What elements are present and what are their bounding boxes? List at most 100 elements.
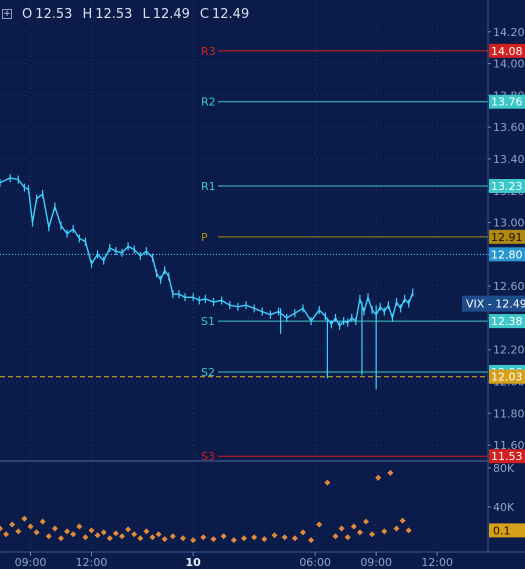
volume-marker bbox=[131, 531, 138, 538]
ohlc-legend: + O 12.53 H 12.53 L 12.49 C 12.49 bbox=[2, 4, 249, 24]
volume-panel bbox=[0, 469, 412, 544]
pivot-price-box bbox=[489, 314, 525, 329]
volume-marker bbox=[393, 525, 400, 532]
pivot-name-p: P bbox=[201, 231, 208, 244]
volume-marker bbox=[281, 534, 288, 541]
volume-marker bbox=[33, 529, 40, 536]
volume-marker bbox=[299, 529, 306, 536]
volume-marker bbox=[88, 527, 95, 534]
volume-marker bbox=[230, 537, 237, 544]
volume-marker bbox=[106, 535, 113, 542]
time-tick-label: 12:00 bbox=[421, 556, 453, 569]
volume-marker bbox=[0, 525, 3, 532]
volume-marker bbox=[70, 531, 77, 538]
price-tick-label: 13.00 bbox=[493, 217, 525, 230]
volume-marker bbox=[161, 536, 168, 543]
volume-marker bbox=[64, 528, 71, 535]
price-tick-label: 14.00 bbox=[493, 58, 525, 71]
pivot-price-label: 14.08 bbox=[491, 45, 523, 58]
volume-marker bbox=[51, 525, 58, 532]
price-line bbox=[0, 177, 414, 328]
volume-marker bbox=[15, 528, 22, 535]
pivot-name-r2: R2 bbox=[201, 96, 216, 109]
volume-marker bbox=[405, 527, 412, 534]
volume-marker bbox=[125, 526, 132, 533]
volume-marker bbox=[143, 528, 150, 535]
volume-marker bbox=[381, 528, 388, 535]
time-tick-label: 09:00 bbox=[360, 556, 392, 569]
pivot-name-s2: S2 bbox=[201, 366, 215, 379]
reference-price-box bbox=[489, 369, 525, 384]
price-series bbox=[0, 174, 414, 390]
pivot-price-box bbox=[489, 449, 525, 464]
volume-marker bbox=[137, 535, 144, 542]
volume-marker bbox=[94, 532, 101, 539]
low-readout: L 12.49 bbox=[142, 6, 190, 22]
pivot-price-label: 13.23 bbox=[491, 180, 523, 193]
reference-price-label: 12.03 bbox=[491, 371, 523, 384]
volume-marker bbox=[119, 533, 125, 540]
price-axis[interactable]: 11.6011.8012.0012.2012.4012.6012.8013.00… bbox=[462, 0, 525, 552]
reference-price-label: 12.80 bbox=[491, 248, 523, 261]
price-tick-label: 14.20 bbox=[493, 26, 525, 39]
high-readout: H 12.53 bbox=[82, 6, 133, 22]
chart-grid bbox=[0, 0, 525, 552]
volume-marker bbox=[332, 533, 339, 540]
reference-lines bbox=[0, 253, 488, 378]
pivot-price-box bbox=[489, 43, 525, 58]
volume-marker bbox=[21, 515, 28, 522]
time-tick-label: 06:00 bbox=[299, 556, 331, 569]
price-tick-label: 11.80 bbox=[493, 407, 525, 420]
volume-marker bbox=[200, 534, 207, 541]
volume-marker bbox=[3, 531, 10, 538]
price-tick-label: 13.40 bbox=[493, 153, 525, 166]
pivot-name-s1: S1 bbox=[201, 315, 215, 328]
pivot-price-label: 13.76 bbox=[491, 96, 523, 109]
current-price-label: VIX - 12.49 bbox=[466, 298, 525, 311]
volume-marker bbox=[82, 534, 89, 541]
volume-marker bbox=[369, 531, 376, 538]
volume-marker bbox=[220, 533, 227, 540]
volume-marker bbox=[112, 530, 119, 537]
time-axis[interactable]: 09:00 12:00 10 06:00 09:00 12:00 bbox=[0, 551, 525, 569]
price-tick-label: 11.60 bbox=[493, 439, 525, 452]
volume-marker bbox=[39, 518, 46, 525]
open-readout: O 12.53 bbox=[22, 6, 73, 22]
reference-price-box bbox=[489, 247, 525, 262]
time-tick-label: 10 bbox=[186, 556, 202, 569]
pivot-name-r3: R3 bbox=[201, 45, 216, 58]
volume-marker bbox=[210, 536, 217, 543]
volume-marker bbox=[308, 537, 315, 544]
volume-marker bbox=[45, 533, 52, 540]
volume-tick-label: 80K bbox=[493, 462, 515, 475]
time-tick-label: 09:00 bbox=[15, 556, 47, 569]
volume-marker bbox=[356, 529, 363, 536]
volume-marker bbox=[180, 535, 186, 542]
pivot-name-r1: R1 bbox=[201, 180, 216, 193]
current-price-box bbox=[462, 295, 525, 312]
volume-marker bbox=[58, 535, 64, 542]
volume-marker bbox=[350, 523, 357, 530]
volume-marker bbox=[251, 534, 258, 541]
volume-marker bbox=[261, 536, 268, 543]
price-tick-label: 13.60 bbox=[493, 121, 525, 134]
volume-marker bbox=[76, 523, 83, 530]
volume-marker bbox=[324, 479, 331, 486]
expand-icon[interactable]: + bbox=[2, 9, 12, 19]
pivot-lines: R3 R2 R1 P S1 S2 S3 bbox=[201, 45, 488, 463]
volume-marker bbox=[375, 474, 382, 481]
volume-current-label: 0.1 bbox=[493, 524, 511, 537]
volume-marker bbox=[169, 533, 176, 540]
volume-marker bbox=[241, 535, 247, 542]
pivot-price-box bbox=[489, 94, 525, 109]
pivot-price-box bbox=[489, 229, 525, 244]
volume-marker bbox=[316, 521, 323, 528]
price-tick-label: 12.20 bbox=[493, 344, 525, 357]
price-tick-label: 12.60 bbox=[493, 280, 525, 293]
close-readout: C 12.49 bbox=[199, 6, 250, 22]
time-tick-label: 12:00 bbox=[76, 556, 108, 569]
volume-marker bbox=[363, 518, 369, 525]
pivot-name-s3: S3 bbox=[201, 450, 215, 463]
volume-marker bbox=[399, 517, 406, 524]
